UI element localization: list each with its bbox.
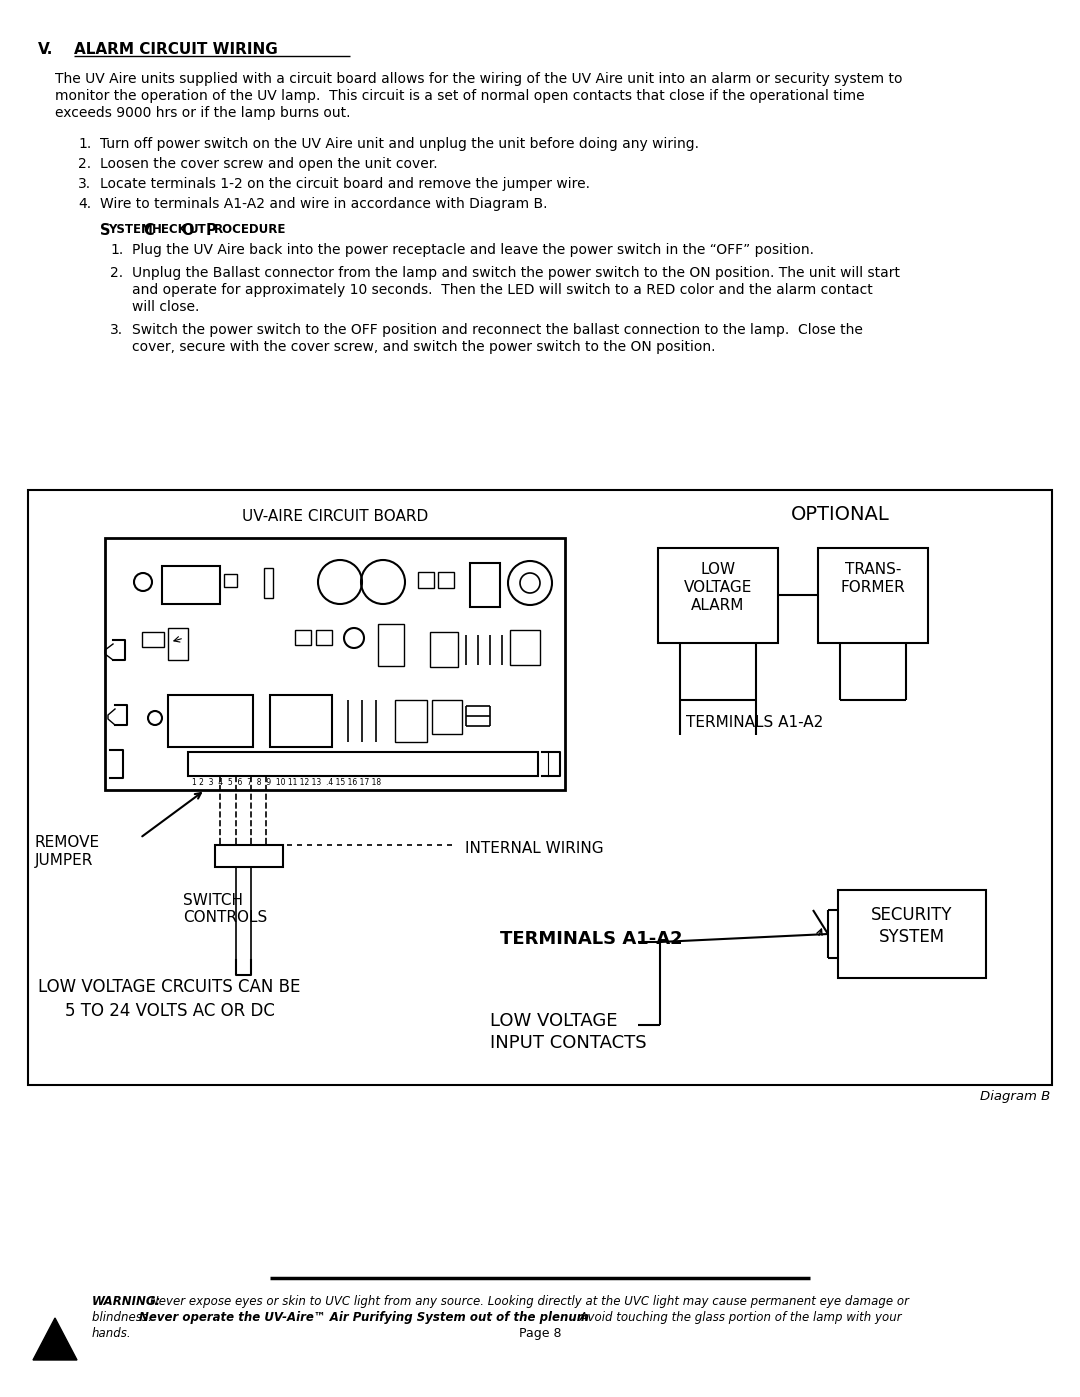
Text: P: P xyxy=(206,224,217,237)
Text: V.: V. xyxy=(38,42,53,57)
Text: O: O xyxy=(181,224,193,237)
Text: hands.: hands. xyxy=(92,1327,132,1340)
Text: ALARM: ALARM xyxy=(691,598,745,613)
Bar xyxy=(818,548,928,643)
Text: SWITCH
CONTROLS: SWITCH CONTROLS xyxy=(183,893,267,925)
Text: will close.: will close. xyxy=(132,300,200,314)
Bar xyxy=(28,490,1052,1085)
Bar xyxy=(418,571,434,588)
Bar xyxy=(395,700,427,742)
Bar xyxy=(658,548,778,643)
Text: 1.: 1. xyxy=(78,137,91,151)
Text: . Avoid touching the glass portion of the lamp with your: . Avoid touching the glass portion of th… xyxy=(572,1310,902,1324)
Text: LOW VOLTAGE: LOW VOLTAGE xyxy=(490,1011,618,1030)
Text: blindness.: blindness. xyxy=(92,1310,156,1324)
Text: 4.: 4. xyxy=(78,197,91,211)
Text: W: W xyxy=(217,851,227,861)
Bar xyxy=(470,563,500,608)
Text: SYSTEM: SYSTEM xyxy=(879,928,945,946)
Text: Loosen the cover screw and open the unit cover.: Loosen the cover screw and open the unit… xyxy=(100,156,437,170)
Bar xyxy=(510,630,540,665)
Text: UT: UT xyxy=(189,224,206,236)
Text: YSTEM: YSTEM xyxy=(108,224,152,236)
Text: ROCEDURE: ROCEDURE xyxy=(214,224,286,236)
Text: Locate terminals 1-2 on the circuit board and remove the jumper wire.: Locate terminals 1-2 on the circuit boar… xyxy=(100,177,590,191)
Bar xyxy=(295,630,311,645)
Bar xyxy=(838,890,986,978)
Text: REMOVE: REMOVE xyxy=(35,835,100,849)
Text: S: S xyxy=(100,224,110,237)
Text: G: G xyxy=(247,851,255,861)
Text: A: A xyxy=(274,851,281,861)
Text: Wire to terminals A1-A2 and wire in accordance with Diagram B.: Wire to terminals A1-A2 and wire in acco… xyxy=(100,197,548,211)
Text: ALARM CIRCUIT WIRING: ALARM CIRCUIT WIRING xyxy=(75,42,278,57)
Text: 1 2  3  4  5  6  7  8  9  10 11 12 13  .4 15 16 17 18: 1 2 3 4 5 6 7 8 9 10 11 12 13 .4 15 16 1… xyxy=(192,778,381,787)
Text: VOLTAGE: VOLTAGE xyxy=(684,580,752,595)
Text: TERMINALS A1-A2: TERMINALS A1-A2 xyxy=(686,715,823,731)
Text: exceeds 9000 hrs or if the lamp burns out.: exceeds 9000 hrs or if the lamp burns ou… xyxy=(55,106,351,120)
Text: Page 8: Page 8 xyxy=(518,1327,562,1340)
Text: 5 TO 24 VOLTS AC OR DC: 5 TO 24 VOLTS AC OR DC xyxy=(65,1002,275,1020)
Text: 3.: 3. xyxy=(110,323,123,337)
Bar xyxy=(264,569,273,598)
Bar xyxy=(430,631,458,666)
Text: Plug the UV Aire back into the power receptacle and leave the power switch in th: Plug the UV Aire back into the power rec… xyxy=(132,243,814,257)
Text: INTERNAL WIRING: INTERNAL WIRING xyxy=(465,841,604,856)
Text: monitor the operation of the UV lamp.  This circuit is a set of normal open cont: monitor the operation of the UV lamp. Th… xyxy=(55,89,865,103)
Text: INPUT CONTACTS: INPUT CONTACTS xyxy=(490,1034,647,1052)
Text: FORMER: FORMER xyxy=(840,580,905,595)
Bar xyxy=(378,624,404,666)
Text: 2.: 2. xyxy=(78,156,91,170)
Bar xyxy=(438,571,454,588)
Text: !: ! xyxy=(51,1334,59,1354)
Text: cover, secure with the cover screw, and switch the power switch to the ON positi: cover, secure with the cover screw, and … xyxy=(132,339,715,353)
Text: LOW: LOW xyxy=(701,562,735,577)
Text: Never expose eyes or skin to UVC light from any source. Looking directly at the : Never expose eyes or skin to UVC light f… xyxy=(150,1295,909,1308)
Text: and operate for approximately 10 seconds.  Then the LED will switch to a RED col: and operate for approximately 10 seconds… xyxy=(132,284,873,298)
Bar xyxy=(432,700,462,733)
Text: C: C xyxy=(144,224,154,237)
Bar xyxy=(141,631,164,647)
Bar xyxy=(224,574,237,587)
Text: HECK: HECK xyxy=(151,224,187,236)
Text: 2.: 2. xyxy=(110,265,123,279)
Bar xyxy=(215,845,283,868)
Text: LOW VOLTAGE CRCUITS CAN BE: LOW VOLTAGE CRCUITS CAN BE xyxy=(38,978,300,996)
Text: A: A xyxy=(262,851,269,861)
Text: TRANS-: TRANS- xyxy=(845,562,901,577)
Text: 3.: 3. xyxy=(78,177,91,191)
Text: Turn off power switch on the UV Aire unit and unplug the unit before doing any w: Turn off power switch on the UV Aire uni… xyxy=(100,137,699,151)
Bar xyxy=(188,752,538,775)
Text: .: . xyxy=(270,851,273,861)
Text: Never operate the UV-Aire™ Air Purifying System out of the plenum: Never operate the UV-Aire™ Air Purifying… xyxy=(139,1310,589,1324)
Text: Diagram B: Diagram B xyxy=(980,1090,1050,1104)
Text: 1.: 1. xyxy=(110,243,123,257)
Bar xyxy=(162,566,220,604)
Text: WARNING:: WARNING: xyxy=(92,1295,161,1308)
Polygon shape xyxy=(33,1317,77,1361)
Bar xyxy=(270,694,332,747)
Bar xyxy=(316,630,332,645)
Bar xyxy=(105,538,565,789)
Text: UV-AIRE CIRCUIT BOARD: UV-AIRE CIRCUIT BOARD xyxy=(242,509,428,524)
Text: SECURITY: SECURITY xyxy=(872,907,953,923)
Text: C: C xyxy=(232,851,240,861)
Text: Unplug the Ballast connector from the lamp and switch the power switch to the ON: Unplug the Ballast connector from the la… xyxy=(132,265,900,279)
Text: OPTIONAL: OPTIONAL xyxy=(791,504,889,524)
Text: Switch the power switch to the OFF position and reconnect the ballast connection: Switch the power switch to the OFF posit… xyxy=(132,323,863,337)
Bar xyxy=(168,629,188,659)
Text: TERMINALS A1-A2: TERMINALS A1-A2 xyxy=(500,930,683,949)
Text: The UV Aire units supplied with a circuit board allows for the wiring of the UV : The UV Aire units supplied with a circui… xyxy=(55,73,903,87)
Text: JUMPER: JUMPER xyxy=(35,854,93,868)
Bar xyxy=(168,694,253,747)
